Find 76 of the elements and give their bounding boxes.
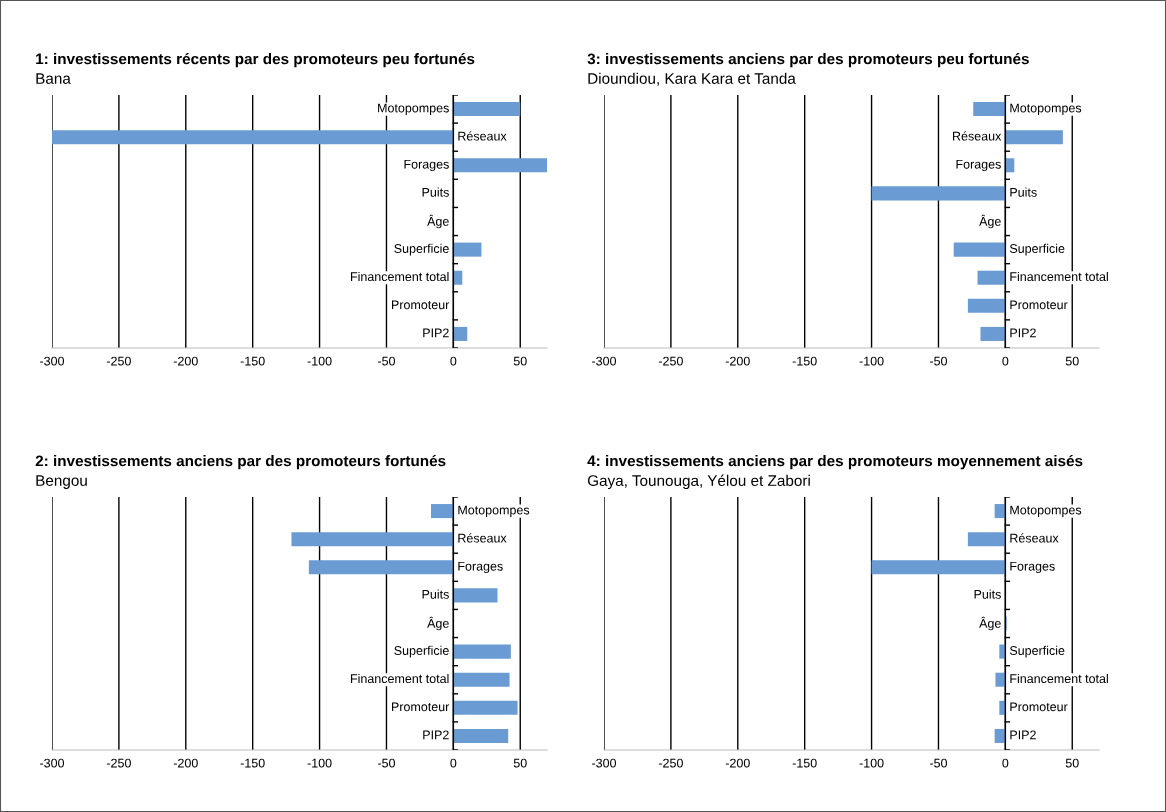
y-tick-label: Motopompes [458,505,530,517]
x-tick-label: 50 [1065,758,1079,768]
y-tick-label: Promoteur [392,300,450,310]
x-tick-label: -300 [40,356,65,366]
x-tick-label: -200 [173,758,198,768]
x-tick-label: -150 [792,758,817,768]
y-tick-label: Forages [404,159,449,172]
y-tick-label: PIP2 [423,730,449,740]
chart-subtitle: Bengou [36,475,87,489]
y-tick-label: Réseaux [1010,533,1059,543]
x-tick-label: 0 [1002,356,1009,366]
x-tick-label: -50 [929,758,947,768]
y-tick-label: Motopompes [378,103,449,115]
y-tick-label: Puits [422,589,449,599]
x-tick-label: -100 [307,356,332,366]
chart-title: 1: investissements récents par des promoteurs peu fortunés [36,52,475,68]
x-tick-label: 50 [513,758,527,768]
y-tick-label: Promoteur [1010,702,1068,712]
x-tick-label: -300 [592,758,617,768]
y-tick-label: Réseaux [953,131,1002,141]
y-tick-label: Superficie [394,243,449,256]
x-tick-label: -50 [929,356,947,366]
x-tick-label: 0 [450,758,457,768]
y-tick-label: Réseaux [458,533,507,543]
y-tick-label: Forages [458,561,503,574]
y-tick-label: Âge [427,214,449,229]
y-tick-label: Financement total [351,271,449,282]
y-tick-label: Puits [974,589,1001,599]
chart-title: 2: investissements anciens par des promoteurs fortunés [35,454,446,470]
chart-title: 3: investissements anciens par des promoteurs peu fortunés [587,52,1029,68]
x-tick-label: -300 [592,356,617,366]
y-tick-label: Financement total [1010,673,1108,684]
y-tick-label: Âge [979,214,1001,229]
x-tick-label: 0 [1002,758,1009,768]
y-tick-label: Financement total [351,673,449,684]
y-tick-label: Superficie [1009,243,1065,256]
y-tick-label: Superficie [394,645,449,658]
x-tick-label: -300 [40,758,65,768]
y-tick-label: PIP2 [1010,730,1036,740]
x-tick-label: 0 [450,356,457,366]
x-tick-label: -150 [240,758,265,768]
y-tick-label: PIP2 [423,328,449,338]
x-tick-label: -250 [658,758,683,768]
x-tick-label: -200 [173,356,198,366]
y-tick-label: Réseaux [458,131,507,141]
chart-subtitle: Bana [36,73,71,84]
y-tick-label: Forages [956,159,1001,172]
x-tick-label: -250 [106,758,131,768]
y-tick-label: Motopompes [1010,103,1082,115]
y-tick-label: Promoteur [1010,300,1068,310]
y-tick-label: Promoteur [392,702,450,712]
y-tick-label: Financement total [1010,271,1108,282]
x-tick-label: -200 [725,758,750,768]
x-tick-label: -50 [377,758,395,768]
chart-subtitle: Gaya, Tounouga, Yélou et Zabori [587,474,810,490]
x-tick-label: -150 [240,356,265,366]
y-tick-label: Puits [422,187,449,197]
x-tick-label: -250 [658,356,683,366]
x-tick-label: -150 [792,356,817,366]
y-tick-label: Forages [1010,561,1055,574]
y-tick-label: Âge [979,616,1001,631]
x-tick-label: -100 [859,356,884,366]
x-tick-label: -100 [859,758,884,768]
y-tick-label: Motopompes [1010,505,1082,517]
chart-subtitle: Dioundiou, Kara Kara et Tanda [588,72,796,86]
x-tick-label: -100 [307,758,332,768]
x-tick-label: 50 [1065,356,1079,366]
x-tick-label: -250 [106,356,131,366]
y-tick-label: Âge [427,616,449,631]
x-tick-label: 50 [513,356,527,366]
y-tick-label: PIP2 [1010,328,1036,338]
chart-title: 4: investissements anciens par des promoteurs moyennement aisés [587,454,1083,470]
y-tick-label: Superficie [1009,645,1065,658]
x-tick-label: -200 [725,356,750,366]
x-tick-label: -50 [377,356,395,366]
y-tick-label: Puits [1010,187,1037,197]
